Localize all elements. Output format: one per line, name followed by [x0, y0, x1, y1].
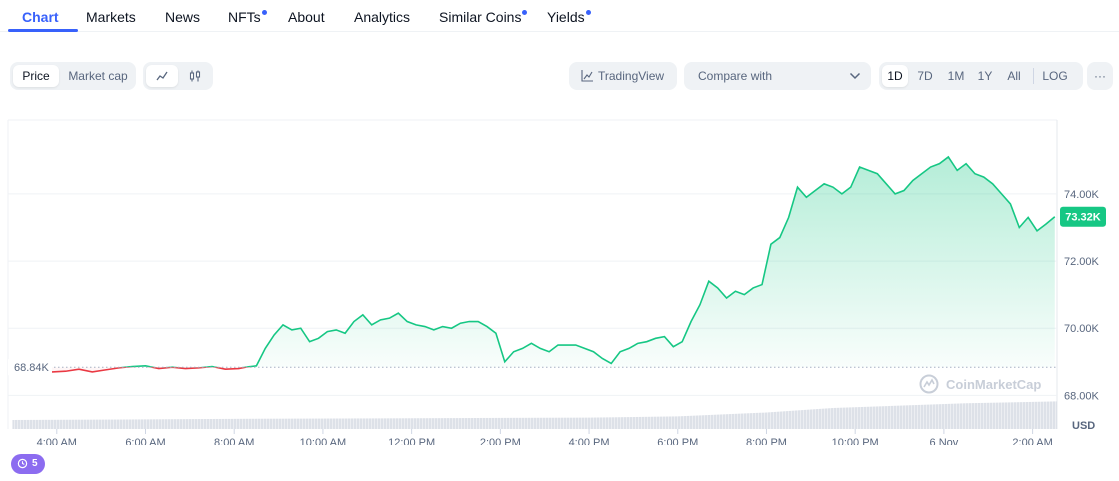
range-divider: [1033, 68, 1034, 84]
market-cap-button[interactable]: Market cap: [68, 69, 128, 83]
x-tick-label: 6:00 AM: [125, 437, 165, 445]
tab-news-label: News: [165, 9, 201, 25]
compare-with-label: Compare with: [698, 69, 773, 83]
y-tick-label: 70.00K: [1064, 323, 1100, 335]
candlestick-icon: [189, 70, 201, 82]
tab-nfts-label: NFTs: [228, 9, 261, 25]
tab-yields-label: Yields: [547, 9, 585, 25]
current-price-label: 73.32K: [1065, 212, 1101, 224]
time-range-selector: 1D 7D 1M 1Y All LOG: [879, 62, 1083, 90]
tab-similar-coins-label: Similar Coins: [439, 9, 522, 25]
tab-bar: Chart Markets News NFTs About Analytics …: [0, 0, 1119, 32]
price-chart[interactable]: CoinMarketCap 68.00K 70.00K 72.00K 74.00K US…: [0, 115, 1119, 445]
tab-about-label: About: [288, 9, 325, 25]
candlestick-button[interactable]: [179, 65, 211, 87]
chart-type-toggle: [143, 62, 213, 90]
volume-area: [12, 401, 1057, 429]
new-indicator-dot: [261, 10, 267, 15]
y-tick-label: 74.00K: [1064, 189, 1100, 201]
price-line-up: [12, 155, 1056, 368]
range-all-button[interactable]: All: [1007, 69, 1021, 83]
coinmarketcap-watermark: CoinMarketCap: [919, 374, 1041, 394]
log-scale-button[interactable]: LOG: [1042, 69, 1068, 83]
price-area-up: [125, 156, 1055, 368]
open-price-label-bg: [8, 359, 52, 376]
range-1d-button[interactable]: 1D: [882, 65, 908, 87]
tradingview-button[interactable]: TradingView: [569, 62, 677, 90]
active-tab-underline: [8, 29, 78, 32]
y-tick-label: 68.00K: [1064, 390, 1100, 402]
more-options-button[interactable]: ···: [1087, 62, 1113, 90]
x-tick-label: 8:00 AM: [214, 437, 254, 445]
tradingview-label: TradingView: [598, 69, 665, 83]
y-axis: 68.00K 70.00K 72.00K 74.00K USD: [1064, 189, 1100, 432]
x-tick-label: 10:00 AM: [300, 437, 346, 445]
y-tick-label: 72.00K: [1064, 256, 1100, 268]
x-tick-label: 8:00 PM: [746, 437, 787, 445]
price-button[interactable]: Price: [13, 65, 59, 87]
coinmarketcap-logo-icon: [919, 374, 939, 394]
price-markers: 68.84K 73.32K: [8, 206, 1106, 376]
tab-markets[interactable]: Markets: [86, 9, 136, 25]
x-tick-label: 6 Nov: [930, 437, 959, 445]
x-tick-label: 6:00 PM: [657, 437, 698, 445]
tradingview-chart-icon: [581, 70, 593, 82]
tab-analytics-label: Analytics: [354, 9, 411, 25]
history-count: 5: [32, 458, 38, 469]
current-price-tag: [1060, 206, 1106, 227]
tab-yields[interactable]: Yields: [547, 9, 591, 25]
tab-news[interactable]: News: [165, 9, 200, 25]
volume-bars: [12, 401, 1057, 429]
tab-about[interactable]: About: [288, 9, 325, 25]
tab-analytics[interactable]: Analytics: [354, 9, 410, 25]
currency-label: USD: [1072, 420, 1095, 432]
x-axis: 4:00 AM 6:00 AM 8:00 AM 10:00 AM 12:00 PM 2:0…: [37, 429, 1053, 445]
tab-markets-label: Markets: [86, 9, 136, 25]
x-tick-label: 4:00 PM: [569, 437, 610, 445]
tab-nfts[interactable]: NFTs: [228, 9, 267, 25]
line-chart-button[interactable]: [146, 65, 178, 87]
history-badge[interactable]: 5: [11, 454, 45, 474]
tab-similar-coins[interactable]: Similar Coins: [439, 9, 528, 25]
open-price-label: 68.84K: [14, 362, 50, 374]
range-7d-button[interactable]: 7D: [917, 69, 933, 83]
new-indicator-dot: [522, 10, 528, 15]
chevron-down-icon: [849, 72, 861, 80]
compare-with-select[interactable]: Compare with: [684, 62, 871, 90]
new-indicator-dot: [585, 10, 591, 15]
tab-chart-label: Chart: [22, 9, 59, 25]
range-1m-button[interactable]: 1M: [947, 69, 965, 83]
x-tick-label: 4:00 AM: [37, 437, 77, 445]
price-area: [12, 156, 1055, 372]
price-line: [12, 155, 1056, 373]
history-icon: [17, 458, 28, 469]
x-tick-label: 2:00 PM: [480, 437, 521, 445]
x-tick-label: 12:00 PM: [388, 437, 435, 445]
x-tick-label: 10:00 PM: [832, 437, 879, 445]
metric-toggle: Price Market cap: [10, 62, 136, 90]
range-1y-button[interactable]: 1Y: [977, 69, 993, 83]
tab-chart[interactable]: Chart: [22, 9, 59, 25]
line-chart-icon: [156, 71, 168, 81]
x-tick-label: 2:00 AM: [1012, 437, 1052, 445]
watermark-text: CoinMarketCap: [946, 377, 1041, 392]
